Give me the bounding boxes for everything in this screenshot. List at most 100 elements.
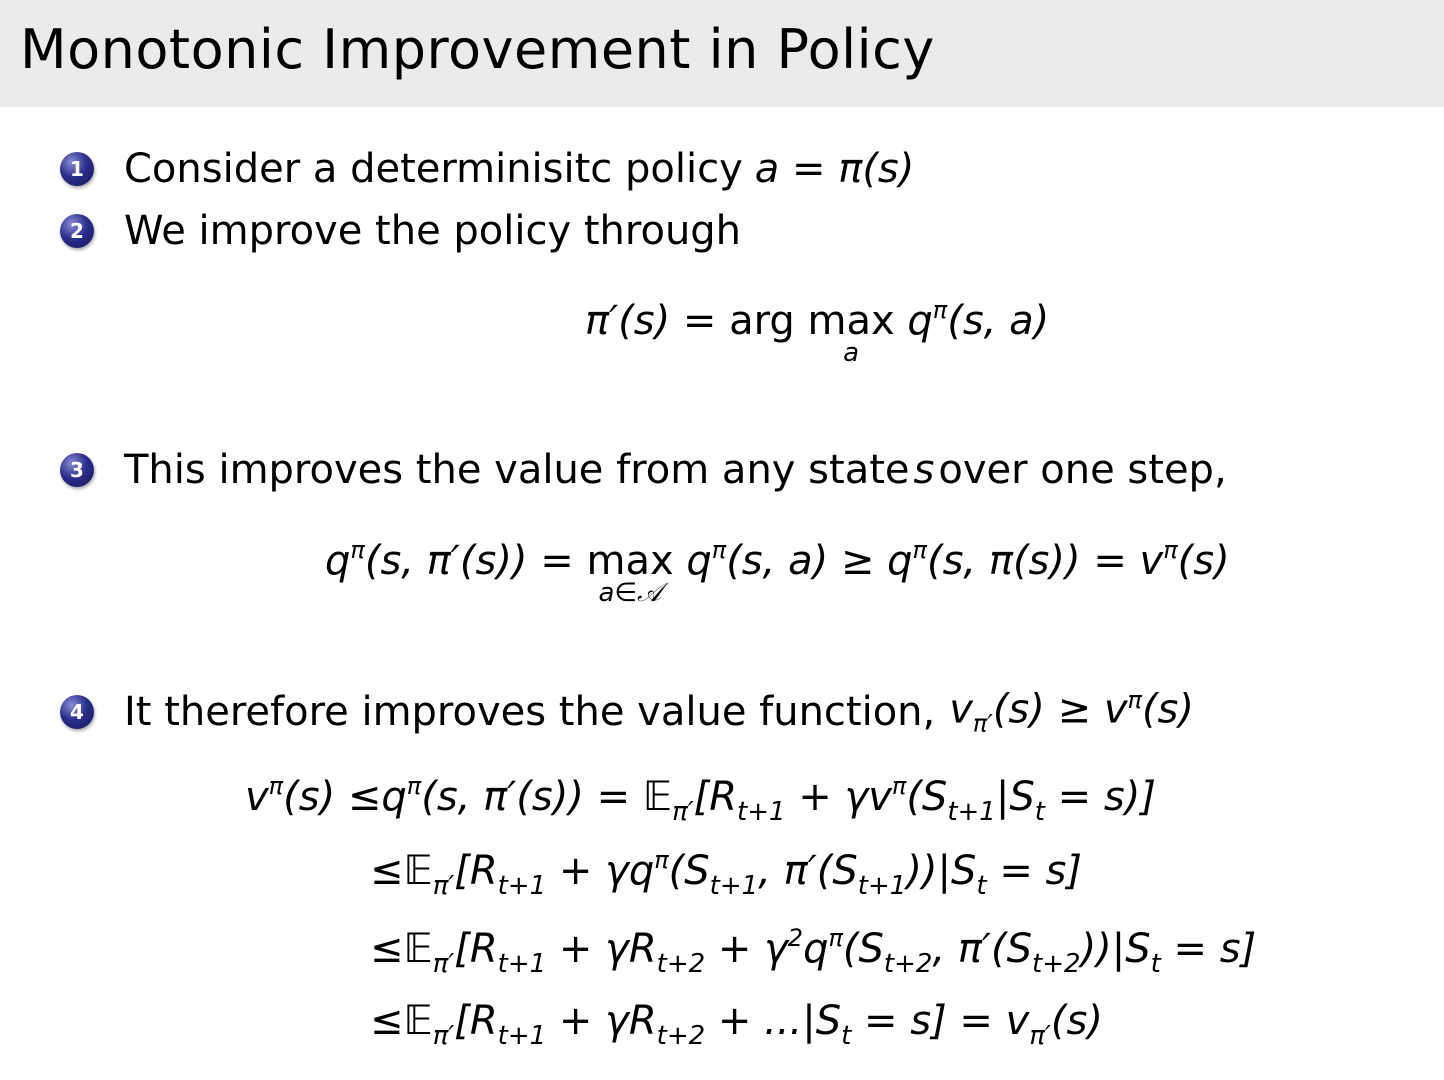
math-token: π — [932, 296, 948, 324]
item-text: Consider a determinisitc policy — [124, 146, 743, 192]
math-token: t+1 — [497, 949, 547, 979]
list-item-1: 1 Consider a determinisitc policy a = π(… — [60, 146, 914, 192]
list-item-4: 4 It therefore improves the value functi… — [60, 686, 1194, 737]
math-token: (S — [668, 848, 710, 894]
math-token: t+1 — [857, 871, 907, 901]
operator-subscript: a∈𝒜 — [598, 578, 662, 608]
math-token: t+1 — [497, 1021, 547, 1051]
math-token: + γR — [546, 926, 657, 972]
list-item-2: 2 We improve the policy through — [60, 208, 741, 254]
math-token: t — [841, 1021, 852, 1051]
math-token: π′(s) = — [585, 298, 730, 344]
math-token: (S — [906, 774, 948, 820]
math-token: t+1 — [737, 797, 786, 827]
math-token: 𝔼 — [403, 848, 433, 894]
math-token: π — [891, 772, 907, 800]
math-token: 2 — [787, 924, 804, 952]
math-token: π — [268, 772, 284, 800]
math-sup: π — [1127, 686, 1142, 714]
equation-one-step: qπ(s, π′(s)) = max a∈𝒜 qπ(s, a) ≥ qπ(s, π… — [325, 536, 1230, 608]
math-token: 𝔼 — [403, 998, 433, 1044]
bullet-number-icon: 1 — [60, 152, 94, 186]
math-token: q — [673, 538, 712, 584]
math-token: (s, π′(s)) = — [364, 538, 587, 584]
math-token: + γ — [705, 926, 788, 972]
math-token: + ...|S — [705, 998, 842, 1044]
math-token: t — [1150, 949, 1161, 979]
math-token: = s] — [986, 848, 1082, 894]
math-v: v — [949, 686, 973, 733]
math-token: t+2 — [1032, 949, 1081, 979]
equation-line-4: ≤𝔼π′[Rt+1 + γRt+2 + ...|St = s] = vπ′(s) — [370, 998, 1103, 1051]
math-end: (s) — [1141, 686, 1195, 733]
equation-policy-improvement: π′(s) = arg max a qπ(s, a) — [585, 296, 1050, 368]
math-token: + γq — [546, 848, 655, 894]
math-token: t+1 — [497, 871, 547, 901]
math-token: arg — [729, 298, 808, 344]
math-token: , π′(S — [758, 848, 858, 894]
math-token: π′ — [432, 949, 455, 979]
math-token: 𝔼 — [403, 926, 433, 972]
math-token: (S — [842, 926, 884, 972]
math-token: π — [912, 536, 927, 564]
item-math: a = π(s) — [754, 146, 915, 192]
math-token: = s] = v — [851, 998, 1030, 1044]
math-token: = s] — [1160, 926, 1257, 972]
math-sub: π′ — [972, 709, 993, 738]
math-token: t+1 — [947, 797, 996, 827]
item-math: s — [913, 447, 935, 493]
math-token: (s) — [1050, 998, 1103, 1044]
math-token: π — [406, 772, 422, 800]
operator: max — [807, 298, 895, 344]
equation-line-2: ≤𝔼π′[Rt+1 + γqπ(St+1, π′(St+1))|St = s] — [370, 846, 1082, 901]
bullet-number-icon: 3 — [60, 453, 94, 487]
math-token: + γv — [785, 774, 892, 820]
item-text: It therefore improves the value function… — [124, 688, 936, 735]
math-token: π — [1163, 536, 1178, 564]
math-token: t — [976, 871, 987, 901]
math-token: (s, π′(s)) = — [421, 774, 643, 820]
math-token: ))|S — [906, 848, 977, 894]
math-token: max a∈𝒜 — [586, 538, 674, 608]
math-token: π — [654, 846, 669, 874]
math-token: t+2 — [883, 949, 933, 979]
item-text: This improves the value from any state — [124, 447, 910, 493]
math-token: ≤ — [370, 998, 404, 1044]
math-token: [R — [693, 774, 738, 820]
equation-line-3: ≤𝔼π′[Rt+1 + γRt+2 + γ2qπ(St+2, π′(St+2))… — [370, 924, 1256, 979]
math-token: π′ — [1029, 1021, 1051, 1051]
math-token: 𝔼 — [642, 774, 673, 820]
math-token: + γR — [546, 998, 657, 1044]
math-token: ≤ — [370, 848, 404, 894]
math-token: π — [711, 536, 727, 564]
slide-title: Monotonic Improvement in Policy — [20, 18, 935, 81]
math-token: π′ — [432, 871, 455, 901]
math-token: (s, a) — [947, 298, 1050, 344]
math-token: max a — [807, 298, 895, 368]
math-token: π — [828, 924, 843, 952]
math-token: (s, a) ≥ q — [726, 538, 913, 584]
math-token: [R — [454, 926, 498, 972]
math-token: t+2 — [656, 949, 706, 979]
list-item-3: 3 This improves the value from any state… — [60, 447, 1227, 493]
bullet-number-icon: 4 — [60, 694, 94, 729]
math-token: |S — [995, 774, 1035, 820]
math-mid: (s) ≥ v — [992, 686, 1128, 733]
math-token: q — [894, 298, 933, 344]
math-token: π′ — [432, 1021, 455, 1051]
item-text: We improve the policy through — [124, 208, 742, 254]
math-token: , π′(S — [932, 926, 1033, 972]
math-token: q — [325, 538, 351, 584]
math-token: v — [245, 774, 269, 820]
math-token: t+1 — [709, 871, 759, 901]
math-token: [R — [454, 848, 498, 894]
math-token: t — [1034, 797, 1045, 827]
item-math: vπ′(s) ≥ vπ(s) — [949, 686, 1194, 737]
title-bar: Monotonic Improvement in Policy — [0, 0, 1444, 107]
operator: max — [586, 538, 674, 584]
equation-line-1: vπ(s) ≤qπ(s, π′(s)) = 𝔼π′[Rt+1 + γvπ(St+… — [245, 772, 1156, 827]
math-token: [R — [454, 998, 498, 1044]
math-token: q — [803, 926, 829, 972]
bullet-number-icon: 2 — [60, 214, 94, 248]
math-token: (s, π(s)) = v — [926, 538, 1164, 584]
